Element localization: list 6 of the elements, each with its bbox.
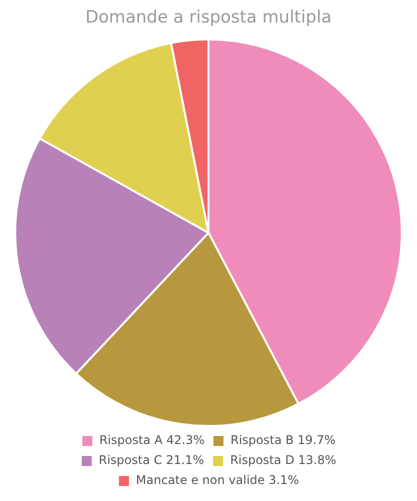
legend-label: Risposta D 13.8%: [230, 453, 336, 468]
legend-label: Risposta C 21.1%: [98, 453, 204, 468]
legend-label: Risposta B 19.7%: [230, 433, 336, 448]
legend-label: Risposta A 42.3%: [99, 433, 204, 448]
chart-title: Domande a risposta multipla: [85, 8, 332, 28]
legend-label: Mancate e non valide 3.1%: [136, 473, 300, 488]
